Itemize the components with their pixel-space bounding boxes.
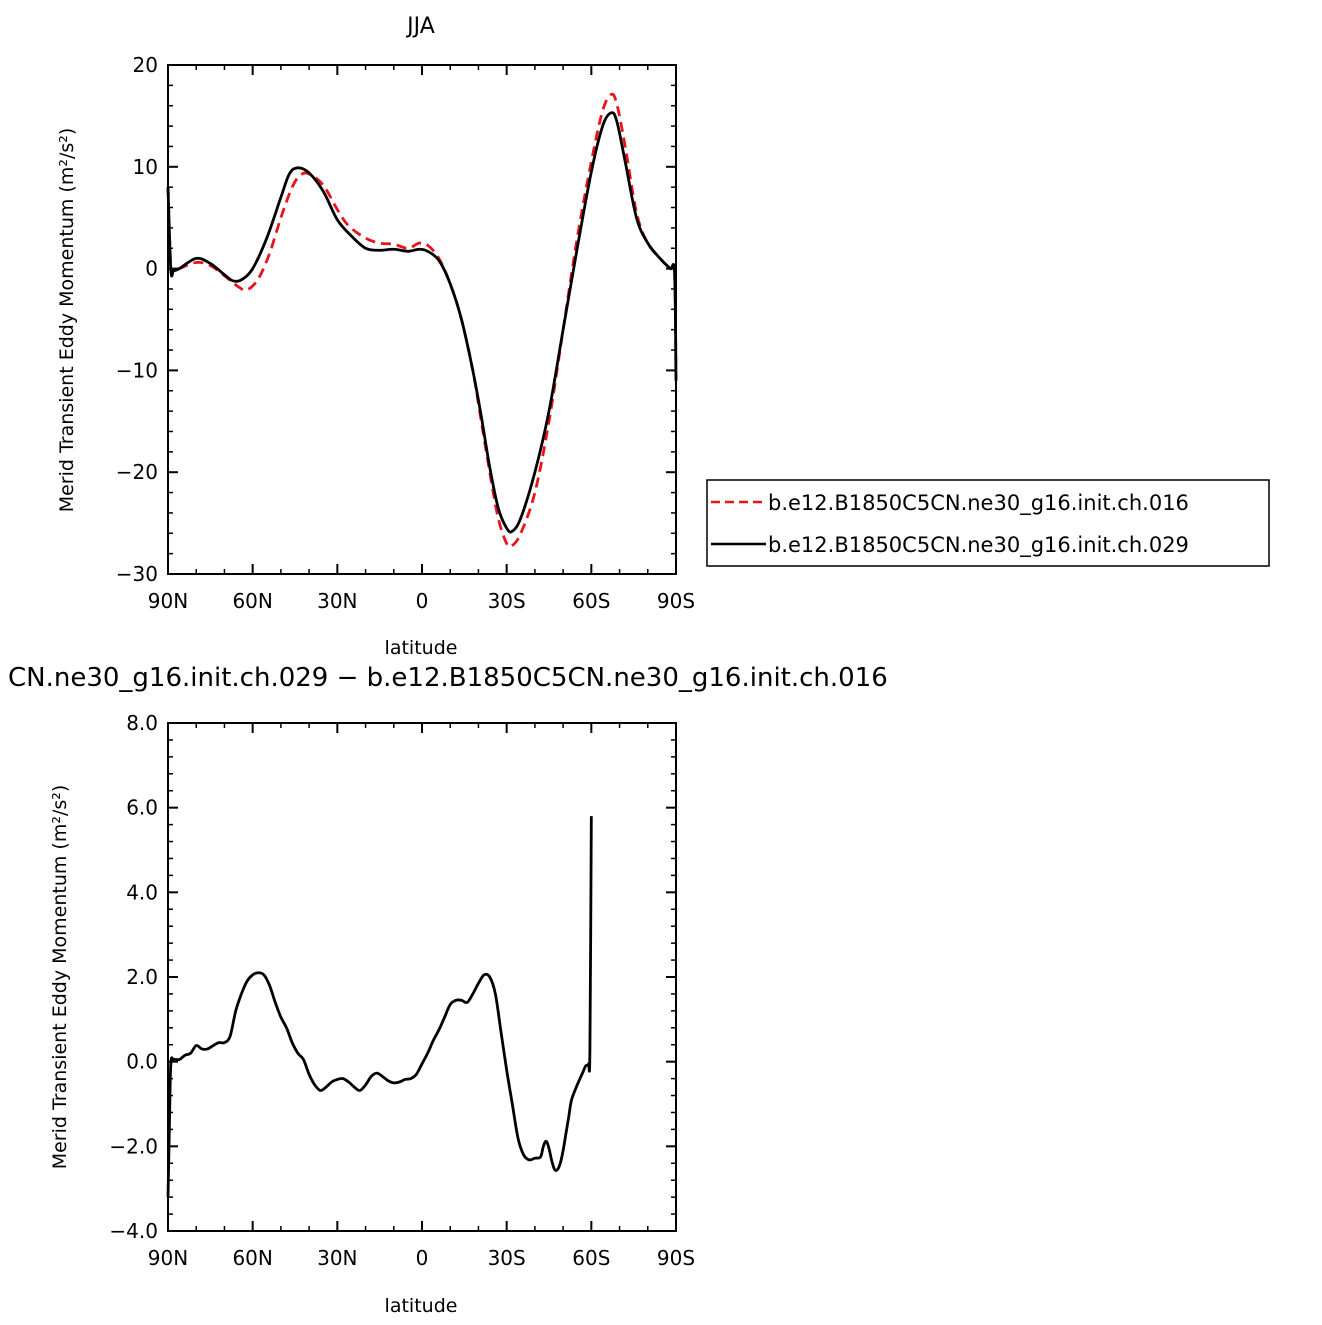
top-chart-ticks [167, 64, 677, 575]
top-chart: JJA Merid Transient Eddy Momentum (m²/s²… [56, 14, 695, 659]
top-y-tick-label: −20 [116, 460, 158, 484]
top-chart-legend: b.e12.B1850C5CN.ne30_g16.init.ch.016 b.e… [706, 479, 1270, 567]
top-y-tick-label: 0 [145, 257, 158, 281]
bottom-chart-tick-labels: 90N 60N 30N 0 30S 60S 90S −4.0 −2.0 0.0 2.0 4.0 6.0 8… [109, 711, 695, 1270]
top-chart-plot-frame [167, 64, 677, 575]
top-y-tick-label: −30 [116, 562, 158, 586]
bottom-chart-y-axis-label: Merid Transient Eddy Momentum (m²/s²) [49, 785, 71, 1170]
top-x-tick-label: 90S [657, 589, 695, 613]
bottom-x-tick-label: 60N [232, 1246, 272, 1270]
top-chart-tick-labels: 90N 60N 30N 0 30S 60S 90S −30 −20 −10 0 10 20 [116, 53, 695, 613]
bottom-series-line-0 [166, 816, 593, 1198]
bottom-chart-plot-frame [167, 722, 677, 1232]
bottom-y-tick-label: 6.0 [126, 796, 158, 820]
bottom-y-tick-label: −4.0 [109, 1219, 158, 1243]
bottom-chart-title: CN.ne30_g16.init.ch.029 − b.e12.B1850C5C… [8, 663, 888, 693]
bottom-y-tick-label: 4.0 [126, 880, 158, 904]
top-chart-y-axis-label: Merid Transient Eddy Momentum (m²/s²) [56, 128, 78, 513]
top-x-tick-label: 30N [317, 589, 357, 613]
legend-label-016: b.e12.B1850C5CN.ne30_g16.init.ch.016 [768, 491, 1189, 516]
bottom-chart-series [166, 816, 593, 1198]
bottom-chart-x-axis-label: latitude [385, 1295, 458, 1317]
bottom-x-tick-label: 30N [317, 1246, 357, 1270]
top-x-tick-label: 0 [416, 589, 429, 613]
top-x-tick-label: 30S [488, 589, 526, 613]
top-y-tick-label: 20 [133, 53, 158, 77]
top-y-tick-label: −10 [116, 358, 158, 382]
top-y-tick-label: 10 [133, 155, 158, 179]
bottom-x-tick-label: 90S [657, 1246, 695, 1270]
top-chart-title: JJA [405, 14, 435, 39]
top-series-line-0 [166, 92, 678, 549]
top-x-tick-label: 60S [572, 589, 610, 613]
bottom-y-tick-label: 8.0 [126, 711, 158, 735]
bottom-x-tick-label: 0 [416, 1246, 429, 1270]
top-x-tick-label: 60N [232, 589, 272, 613]
top-chart-x-axis-label: latitude [385, 637, 458, 659]
top-series-line-1 [166, 111, 678, 534]
legend-box [706, 479, 1270, 567]
bottom-x-tick-label: 60S [572, 1246, 610, 1270]
top-x-tick-label: 90N [148, 589, 188, 613]
legend-label-029: b.e12.B1850C5CN.ne30_g16.init.ch.029 [768, 533, 1189, 558]
bottom-chart: CN.ne30_g16.init.ch.029 − b.e12.B1850C5C… [8, 663, 888, 1317]
bottom-y-tick-label: −2.0 [109, 1134, 158, 1158]
bottom-x-tick-label: 90N [148, 1246, 188, 1270]
bottom-y-tick-label: 0.0 [126, 1050, 158, 1074]
top-chart-series [166, 92, 678, 549]
bottom-x-tick-label: 30S [488, 1246, 526, 1270]
bottom-chart-ticks [167, 722, 677, 1232]
bottom-y-tick-label: 2.0 [126, 965, 158, 989]
